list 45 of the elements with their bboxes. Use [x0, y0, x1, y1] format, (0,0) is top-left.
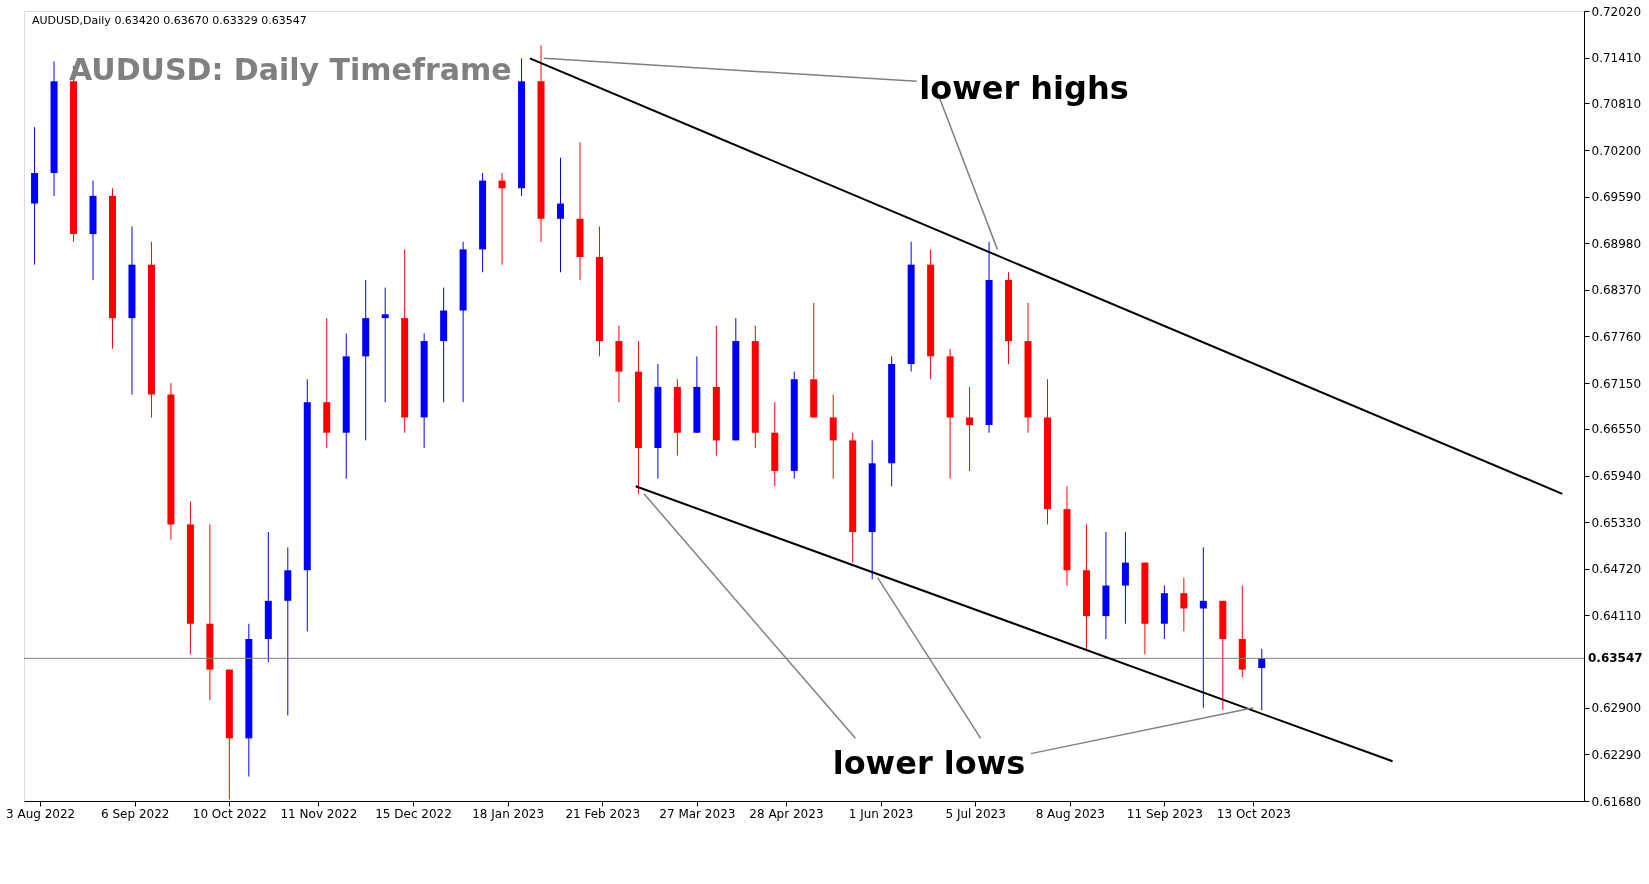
annotation: lower lows	[832, 744, 1026, 782]
candlestick	[1258, 648, 1266, 711]
candlestick	[966, 386, 974, 472]
y-tick-label: 0.62900	[1591, 701, 1642, 716]
annotation: AUDUSD: Daily Timeframe	[69, 52, 512, 87]
y-tick-label: 0.65940	[1591, 469, 1642, 484]
candlestick	[498, 172, 506, 266]
y-tick-label: 0.70810	[1591, 96, 1642, 111]
y-tick-label: 0.62290	[1591, 747, 1642, 762]
candlestick	[829, 394, 837, 480]
x-tick-label: 27 Mar 2023	[659, 806, 736, 821]
y-tick-label: 0.67150	[1591, 376, 1642, 391]
x-tick-label: 15 Dec 2022	[375, 806, 452, 821]
y-tick-label: 0.66550	[1591, 422, 1642, 437]
candlestick	[1199, 546, 1207, 709]
x-tick-label: 13 Oct 2023	[1216, 806, 1292, 821]
y-tick-label: 0.65330	[1591, 515, 1642, 530]
x-tick-label: 11 Sep 2023	[1126, 806, 1203, 821]
y-tick-label: 0.61680	[1591, 794, 1642, 809]
x-tick-label: 21 Feb 2023	[565, 806, 641, 821]
candlestick	[1180, 577, 1188, 632]
x-tick-label: 5 Jul 2023	[945, 806, 1006, 821]
annotation: lower highs	[919, 69, 1129, 107]
x-tick-label: 6 Sep 2022	[101, 806, 170, 821]
y-tick-label: 0.64720	[1591, 562, 1642, 577]
x-tick-label: 8 Aug 2023	[1035, 806, 1105, 821]
candlestick	[557, 157, 565, 273]
y-tick-label: 0.72020	[1591, 4, 1642, 19]
x-tick-label: 18 Jan 2023	[472, 806, 545, 821]
candlestick	[1121, 531, 1129, 625]
x-tick-label: 3 Aug 2022	[6, 806, 76, 821]
x-tick-label: 11 Nov 2022	[280, 806, 358, 821]
y-tick-label: 0.68370	[1591, 283, 1642, 298]
y-tick-label: 0.71410	[1591, 51, 1642, 66]
ref-line-label: 0.63547	[1588, 651, 1643, 666]
x-tick-label: 1 Jun 2023	[848, 806, 914, 821]
y-tick-label: 0.69590	[1591, 190, 1642, 205]
y-tick-label: 0.68980	[1591, 236, 1642, 251]
x-tick-label: 10 Oct 2022	[192, 806, 267, 821]
y-tick-label: 0.70200	[1591, 143, 1642, 158]
annotation: AUDUSD,Daily 0.63420 0.63670 0.63329 0.63547	[32, 14, 307, 27]
candlestick	[381, 287, 389, 403]
x-tick-label: 28 Apr 2023	[749, 806, 824, 821]
y-tick-label: 0.64110	[1591, 608, 1642, 623]
y-tick-label: 0.67760	[1591, 329, 1642, 344]
